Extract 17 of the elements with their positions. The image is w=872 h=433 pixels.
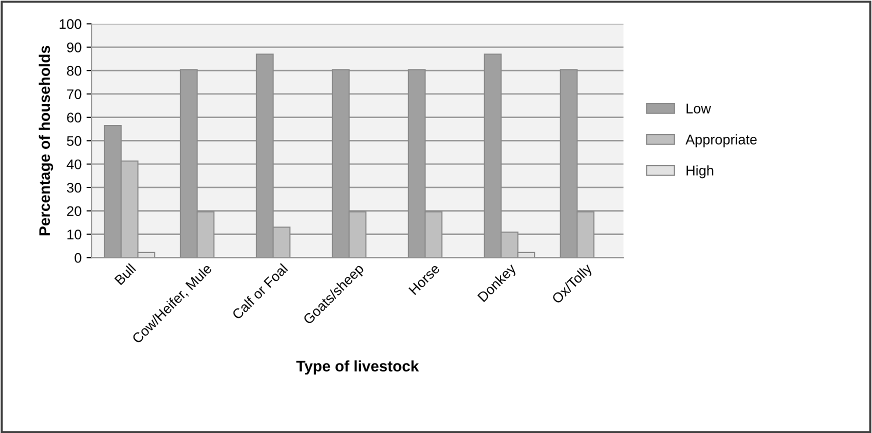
y-tick-label: 80 xyxy=(66,66,82,76)
y-tick-label: 70 xyxy=(67,89,82,100)
legend-label: Appropriate xyxy=(686,134,757,148)
y-tick-label: 10 xyxy=(67,230,82,240)
y-tick-label: 40 xyxy=(66,159,82,170)
y-tick-label: 20 xyxy=(67,206,82,216)
y-tick-label: 60 xyxy=(67,112,82,123)
y-tick-label: 0 xyxy=(74,252,82,263)
y-tick-label: 100 xyxy=(60,19,82,29)
y-axis-title: Percentage of households xyxy=(38,46,54,236)
legend-label: Low xyxy=(686,104,712,114)
y-tick-label: 30 xyxy=(66,182,82,193)
x-axis-title: Type of livestock xyxy=(296,360,419,375)
y-tick-label: 50 xyxy=(66,136,82,146)
x-tick-label: Bull xyxy=(114,263,136,286)
legend-label: High xyxy=(686,165,714,178)
y-tick-label: 90 xyxy=(67,42,82,52)
